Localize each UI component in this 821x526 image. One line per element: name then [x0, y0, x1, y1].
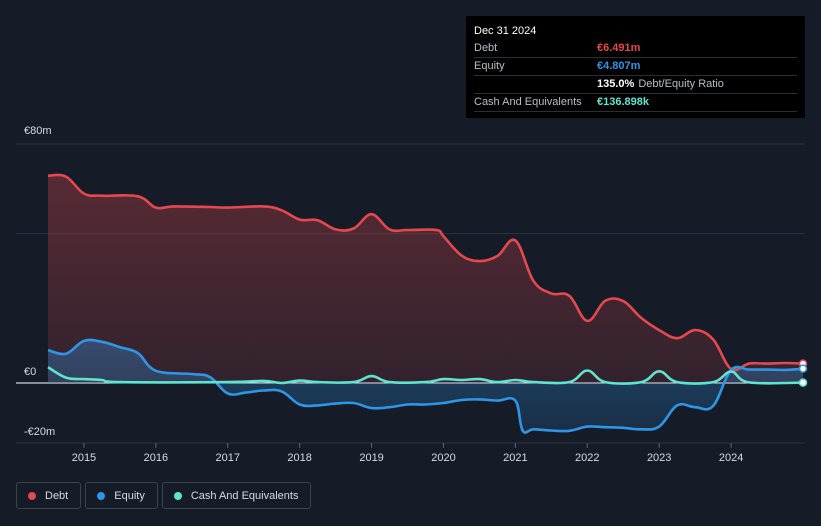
legend-dot-icon	[97, 491, 106, 500]
x-axis-labels: 2015 2016 2017 2018 2019 2020 2021 2022 2023 2024	[72, 443, 743, 464]
x-tick-label: 2019	[359, 452, 383, 464]
tooltip-row-cash: Cash And Equivalents €136.898k	[474, 94, 797, 112]
legend-item-debt[interactable]: Debt	[16, 482, 82, 509]
legend-label: Debt	[45, 489, 69, 502]
x-tick-label: 2023	[647, 452, 671, 464]
tooltip-date: Dec 31 2024	[474, 25, 537, 37]
tooltip-value: 135.0%	[597, 78, 635, 90]
series-lines	[47, 173, 804, 434]
line-equity	[47, 338, 804, 434]
x-tick-label: 2018	[287, 452, 311, 464]
x-tick-label: 2016	[144, 452, 168, 464]
y-tick-label: -€20m	[24, 426, 55, 438]
legend-label: Cash And Equivalents	[190, 489, 299, 502]
legend-label: Equity	[114, 489, 145, 502]
end-marker-equity	[798, 364, 808, 373]
tooltip-row-debt: Debt €6.491m	[474, 40, 797, 58]
end-markers	[798, 359, 808, 387]
tooltip-panel: Dec 31 2024 Debt €6.491m Equity €4.807m …	[466, 16, 805, 118]
tooltip-row-ratio: 135.0% Debt/Equity Ratio	[474, 76, 797, 94]
y-tick-label: €80m	[24, 125, 52, 137]
x-tick-label: 2021	[503, 452, 527, 464]
tooltip-row-equity: Equity €4.807m	[474, 58, 797, 76]
y-tick-label: €0	[24, 366, 36, 378]
legend-dot-icon	[173, 491, 182, 500]
series-areas	[48, 174, 803, 433]
tooltip-label: Equity	[474, 60, 505, 72]
chart-legend: Debt Equity Cash And Equivalents	[16, 482, 315, 510]
x-tick-label: 2020	[431, 452, 455, 464]
line-debt	[47, 173, 804, 372]
end-marker-cash-and-equivalents	[798, 378, 808, 387]
tooltip-label: Cash And Equivalents	[474, 96, 582, 108]
x-tick-label: 2017	[216, 452, 240, 464]
y-axis-labels: €80m €0 -€20m	[24, 125, 55, 438]
tooltip-label	[474, 76, 597, 93]
tooltip-label: Debt	[474, 42, 498, 54]
legend-item-cash[interactable]: Cash And Equivalents	[161, 482, 312, 509]
x-tick-label: 2024	[719, 452, 743, 464]
tooltip-value: €136.898k	[597, 96, 649, 108]
tooltip-value: €4.807m	[597, 60, 641, 72]
tooltip-ratio-suffix: Debt/Equity Ratio	[638, 78, 724, 90]
area-debt	[48, 174, 803, 383]
area-equity	[48, 339, 803, 433]
legend-dot-icon	[28, 491, 36, 500]
tooltip-value: €6.491m	[597, 42, 641, 54]
line-cash-and-equivalents	[47, 366, 804, 385]
x-tick-label: 2022	[575, 452, 599, 464]
legend-item-equity[interactable]: Equity	[85, 482, 158, 509]
x-tick-label: 2015	[72, 452, 96, 464]
